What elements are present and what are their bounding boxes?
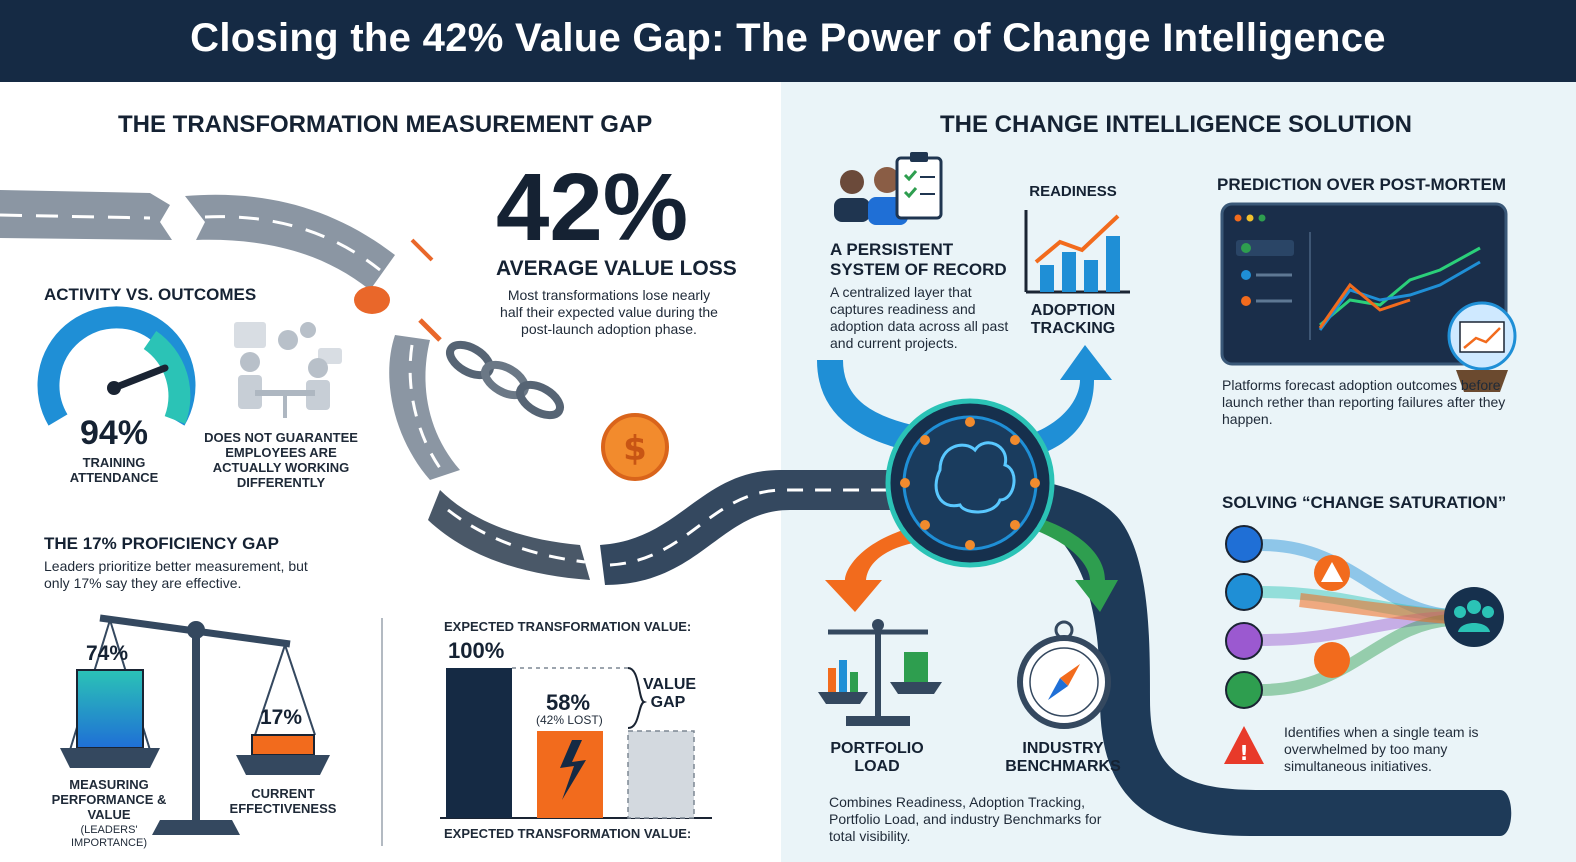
big-stat-value: 42% xyxy=(496,154,689,261)
proficiency-title: THE 17% PROFICIENCY GAP xyxy=(44,534,279,553)
value-chart-bottom-label: EXPECTED TRANSFORMATION VALUE: xyxy=(444,826,692,841)
saturation-title: SOLVING “CHANGE SATURATION” xyxy=(1222,493,1507,512)
portfolio-label: PORTFOLIO LOAD xyxy=(830,740,924,775)
saturation-streams xyxy=(1225,525,1451,709)
actual-value-bar xyxy=(537,731,603,818)
value-actual-note: (42% LOST) xyxy=(536,713,603,727)
coin-icon: $ xyxy=(354,286,669,481)
activity-title: ACTIVITY VS. OUTCOMES xyxy=(44,285,257,304)
scale-icon xyxy=(60,614,330,835)
gauge-label: TRAINING ATTENDANCE xyxy=(69,455,159,485)
value-gap-chart xyxy=(440,667,712,819)
proficiency-right-value: 17% xyxy=(260,706,303,729)
prediction-title: PREDICTION OVER POST-MORTEM xyxy=(1217,175,1507,194)
meeting-icon xyxy=(234,322,342,418)
dashboard-icon xyxy=(1220,202,1508,366)
lost-value-bar xyxy=(627,730,695,819)
proficiency-left-label: MEASURING PERFORMANCE & VALUE xyxy=(51,777,167,822)
clipboard-icon xyxy=(895,152,943,220)
warning-icon: ! xyxy=(1224,562,1343,765)
chain-icon xyxy=(410,238,564,420)
lightning-icon xyxy=(560,740,586,800)
crystal-ball-icon xyxy=(1447,301,1517,392)
brain-icon xyxy=(900,417,1040,550)
full-value-bar xyxy=(446,668,512,818)
system-description: A centralized layer that captures readin… xyxy=(830,284,1009,351)
value-gap-label: VALUE GAP xyxy=(643,676,697,711)
svg-text:!: ! xyxy=(1239,741,1248,765)
broken-road xyxy=(0,190,900,585)
value-actual-label: 58% xyxy=(546,690,591,715)
proficiency-description: Leaders prioritize better measurement, b… xyxy=(44,558,308,591)
left-section-title: THE TRANSFORMATION MEASUREMENT GAP xyxy=(118,111,653,138)
value-full-label: 100% xyxy=(448,638,505,663)
benchmarks-label: INDUSTRY BENCHMARKS xyxy=(1005,740,1121,775)
portfolio-scale-icon xyxy=(818,619,942,726)
adoption-label: ADOPTION TRACKING xyxy=(1030,302,1116,337)
value-chart-top-label: EXPECTED TRANSFORMATION VALUE: xyxy=(444,619,692,634)
saturation-description: Identifies when a single team is overwhe… xyxy=(1284,724,1479,774)
big-stat-description: Most transformations lose nearly half th… xyxy=(500,287,718,337)
team-icon xyxy=(1444,587,1504,647)
gauge-value: 94% xyxy=(79,414,149,452)
page-title: Closing the 42% Value Gap: The Power of … xyxy=(190,16,1386,60)
prediction-description: Platforms forecast adoption outcomes bef… xyxy=(1222,377,1506,427)
proficiency-left-sublabel: (LEADERS' IMPORTANCE) xyxy=(71,824,147,849)
combined-description: Combines Readiness, Adoption Tracking, P… xyxy=(829,794,1102,844)
activity-note: DOES NOT GUARANTEE EMPLOYEES ARE ACTUALL… xyxy=(204,430,358,490)
svg-text:$: $ xyxy=(623,429,647,469)
readiness-label: READINESS xyxy=(1029,183,1117,200)
right-section-title: THE CHANGE INTELLIGENCE SOLUTION xyxy=(940,111,1413,138)
header-bar xyxy=(0,0,1576,82)
system-title: A PERSISTENT SYSTEM OF RECORD xyxy=(830,240,1007,279)
readiness-chart-icon xyxy=(1024,210,1130,294)
big-stat-label: AVERAGE VALUE LOSS xyxy=(496,257,737,280)
proficiency-right-label: CURRENT EFFECTIVENESS xyxy=(229,786,337,816)
proficiency-left-value: 74% xyxy=(86,642,129,665)
gauge-icon xyxy=(37,306,196,426)
compass-icon xyxy=(1017,620,1111,729)
